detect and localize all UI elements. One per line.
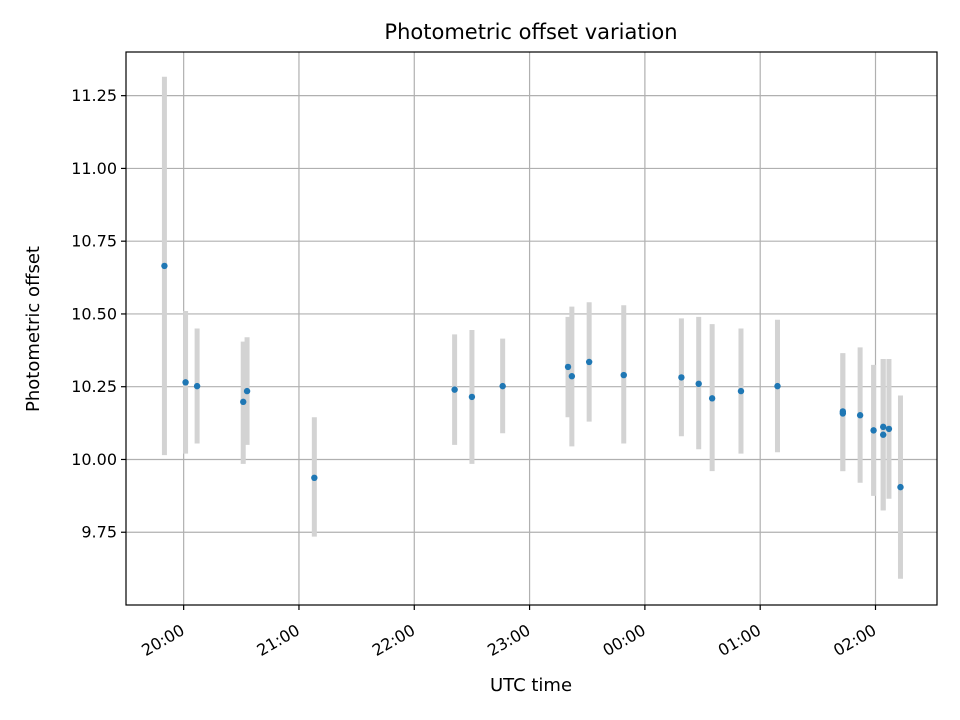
data-point [243,387,251,395]
x-tick-label: 02:00 [830,620,879,660]
data-point [695,380,702,387]
data-point [568,373,576,380]
data-point [839,410,847,417]
data-point [879,423,887,431]
data-points [161,262,904,491]
error-bars [161,76,903,579]
data-point [737,387,745,395]
x-tick-label: 00:00 [599,620,648,660]
data-point [499,382,506,390]
y-tick-label: 10.50 [71,304,117,323]
x-tick-label: 01:00 [715,620,764,660]
y-tick-label: 9.75 [81,523,117,542]
y-tick-label: 10.25 [71,377,117,396]
data-point [585,358,593,366]
data-point [564,363,572,371]
grid-lines [126,52,937,605]
y-axis-label: Photometric offset [23,246,44,412]
data-point [774,382,781,390]
data-point [311,474,318,482]
data-point [897,483,904,491]
plot-frame [125,51,938,606]
data-point [708,395,716,402]
data-point [451,386,458,393]
data-point [240,398,247,406]
data-point [468,393,476,401]
data-point [182,379,189,386]
x-tick-label: 23:00 [484,620,533,660]
data-point [870,427,877,434]
y-tick-label: 10.00 [71,450,117,469]
x-axis-label: UTC time [490,675,572,696]
data-point [885,425,893,433]
y-tick-label: 11.00 [71,159,117,178]
x-tick-label: 22:00 [369,620,418,660]
chart-title: Photometric offset variation [384,20,677,44]
x-tick-label: 21:00 [254,620,303,660]
data-point [856,412,864,419]
data-point [620,371,627,379]
x-tick-label: 20:00 [138,620,187,660]
data-point [193,382,201,390]
x-axis-ticks: 20:00 21:00 22:00 23:00 00:00 01:00 02:00 [138,605,880,660]
data-point [161,262,168,270]
y-tick-label: 10.75 [71,232,117,251]
y-axis-ticks: 9.75 10.00 10.25 10.50 10.75 11.00 11.25 [71,86,126,542]
data-point [879,431,887,438]
y-tick-label: 11.25 [71,86,117,105]
data-point [678,374,685,381]
